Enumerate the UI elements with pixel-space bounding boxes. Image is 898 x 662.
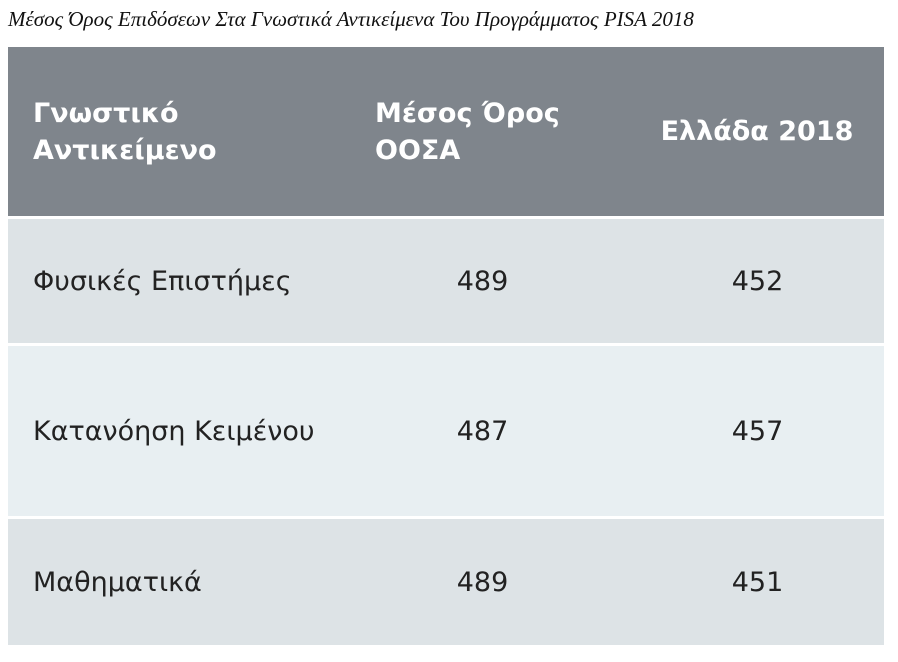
subject-cell: Φυσικές Επιστήμες xyxy=(8,219,350,346)
subject-cell: Κατανόηση Κειμένου xyxy=(8,346,350,519)
oecd-mean-cell: 489 xyxy=(350,219,630,346)
table-header-row: Γνωστικό Αντικείμενο Μέσος Όρος ΟΟΣΑ Ελλ… xyxy=(8,47,884,219)
table-row: Φυσικές Επιστήμες 489 452 xyxy=(8,219,884,346)
table-row: Κατανόηση Κειμένου 487 457 xyxy=(8,346,884,519)
table-row: Μαθηματικά 489 451 xyxy=(8,519,884,645)
greece-score-cell: 451 xyxy=(630,519,884,645)
table-caption: Μέσος Όρος Επιδόσεων Στα Γνωστικά Αντικε… xyxy=(8,7,694,31)
oecd-mean-cell: 487 xyxy=(350,346,630,519)
subject-cell: Μαθηματικά xyxy=(8,519,350,645)
oecd-mean-cell: 489 xyxy=(350,519,630,645)
header-greece-2018: Ελλάδα 2018 xyxy=(630,47,884,219)
header-subject: Γνωστικό Αντικείμενο xyxy=(8,47,350,219)
greece-score-cell: 452 xyxy=(630,219,884,346)
header-oecd-mean: Μέσος Όρος ΟΟΣΑ xyxy=(350,47,630,219)
pisa-scores-table: Γνωστικό Αντικείμενο Μέσος Όρος ΟΟΣΑ Ελλ… xyxy=(8,47,884,645)
greece-score-cell: 457 xyxy=(630,346,884,519)
